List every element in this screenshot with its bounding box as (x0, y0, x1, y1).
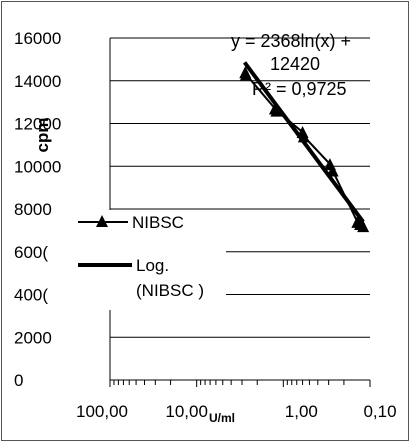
equation-line-2: 12420 (270, 54, 320, 74)
data-point-triangle (326, 164, 339, 177)
x-tick-label: 1,00 (285, 402, 318, 421)
y-tick-label: 10000 (14, 157, 61, 176)
x-tick-labels: 100,00 10,00 1,00 0,10 (76, 402, 397, 421)
equation-line-1: y = 2368ln(x) + (231, 31, 351, 51)
y-tick-label: 600( (14, 243, 48, 262)
data-point-triangle (239, 68, 252, 81)
y-tick-label: 0 (14, 371, 23, 390)
legend-triangle-icon (96, 215, 108, 227)
legend-entry-log-line2: (NIBSC ) (136, 281, 204, 300)
x-tick-label: 10,00 (165, 402, 208, 421)
data-point-triangle (357, 220, 370, 233)
y-tick-label: 2000 (14, 328, 52, 347)
legend: NIBSC Log. (NIBSC ) (76, 210, 226, 310)
y-tick-label: 8000 (14, 200, 52, 219)
y-tick-label: 16000 (14, 29, 61, 48)
y-tick-labels: 0 2000 400( 600( 8000 10000 12000 14000 16000 (14, 29, 61, 390)
legend-entry-nibsc: NIBSC (132, 213, 184, 232)
data-point-triangle (270, 104, 283, 117)
axes (109, 38, 371, 387)
x-tick-label: 100,00 (76, 402, 128, 421)
r-squared-label: R² = 0,9725 (252, 79, 347, 99)
x-axis-label: U/ml (209, 411, 235, 425)
y-tick-label: 14000 (14, 72, 61, 91)
x-tick-label: 0,10 (363, 402, 396, 421)
y-tick-label: 400( (14, 286, 48, 305)
data-points (239, 66, 370, 233)
y-tick-label: 12000 (14, 115, 61, 134)
legend-entry-log-line1: Log. (136, 256, 169, 275)
y-axis-label: cpm (33, 118, 52, 153)
data-point-triangle (297, 130, 310, 143)
